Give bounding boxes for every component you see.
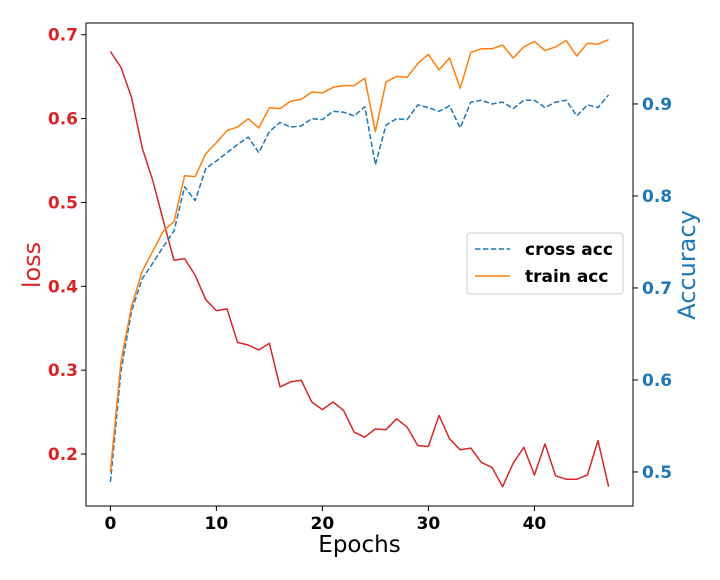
legend-label-cross-acc: cross acc: [525, 240, 613, 260]
legend: cross acc train acc: [466, 232, 624, 295]
series-group: [109, 38, 610, 488]
series-line-train-acc: [109, 38, 609, 473]
x-tick-label: 20: [311, 514, 335, 534]
right-axis-label: Accuracy: [673, 210, 701, 320]
x-tick-label: 0: [104, 514, 116, 534]
left-axis-label: loss: [18, 242, 46, 288]
axes-group: 0 10 20 30 40 0.2 0.3 0.4 0.5 0.6 0.7 0.5 0.6 0.7 0.8 0…: [18, 26, 701, 558]
right-tick-label: 0.7: [642, 279, 672, 299]
left-tick-label: 0.3: [48, 361, 78, 381]
legend-label-train-acc: train acc: [525, 267, 608, 287]
left-tick-label: 0.7: [48, 26, 78, 46]
left-tick-label: 0.2: [48, 445, 78, 465]
right-tick-label: 0.5: [642, 463, 672, 483]
right-tick-label: 0.6: [642, 371, 672, 391]
right-tick-label: 0.8: [642, 187, 672, 207]
series-line-loss: [109, 51, 610, 488]
x-axis-label: Epochs: [318, 532, 400, 558]
series-line-cross-acc: [109, 94, 610, 483]
left-tick-label: 0.5: [48, 193, 78, 213]
x-tick-label: 40: [523, 514, 547, 534]
left-tick-label: 0.6: [48, 110, 78, 130]
right-tick-label: 0.9: [642, 95, 672, 115]
x-tick-label: 10: [205, 514, 229, 534]
left-tick-label: 0.4: [48, 277, 78, 297]
x-tick-label: 30: [417, 514, 441, 534]
plot-frame: [85, 22, 634, 507]
legend-box: [466, 232, 624, 295]
